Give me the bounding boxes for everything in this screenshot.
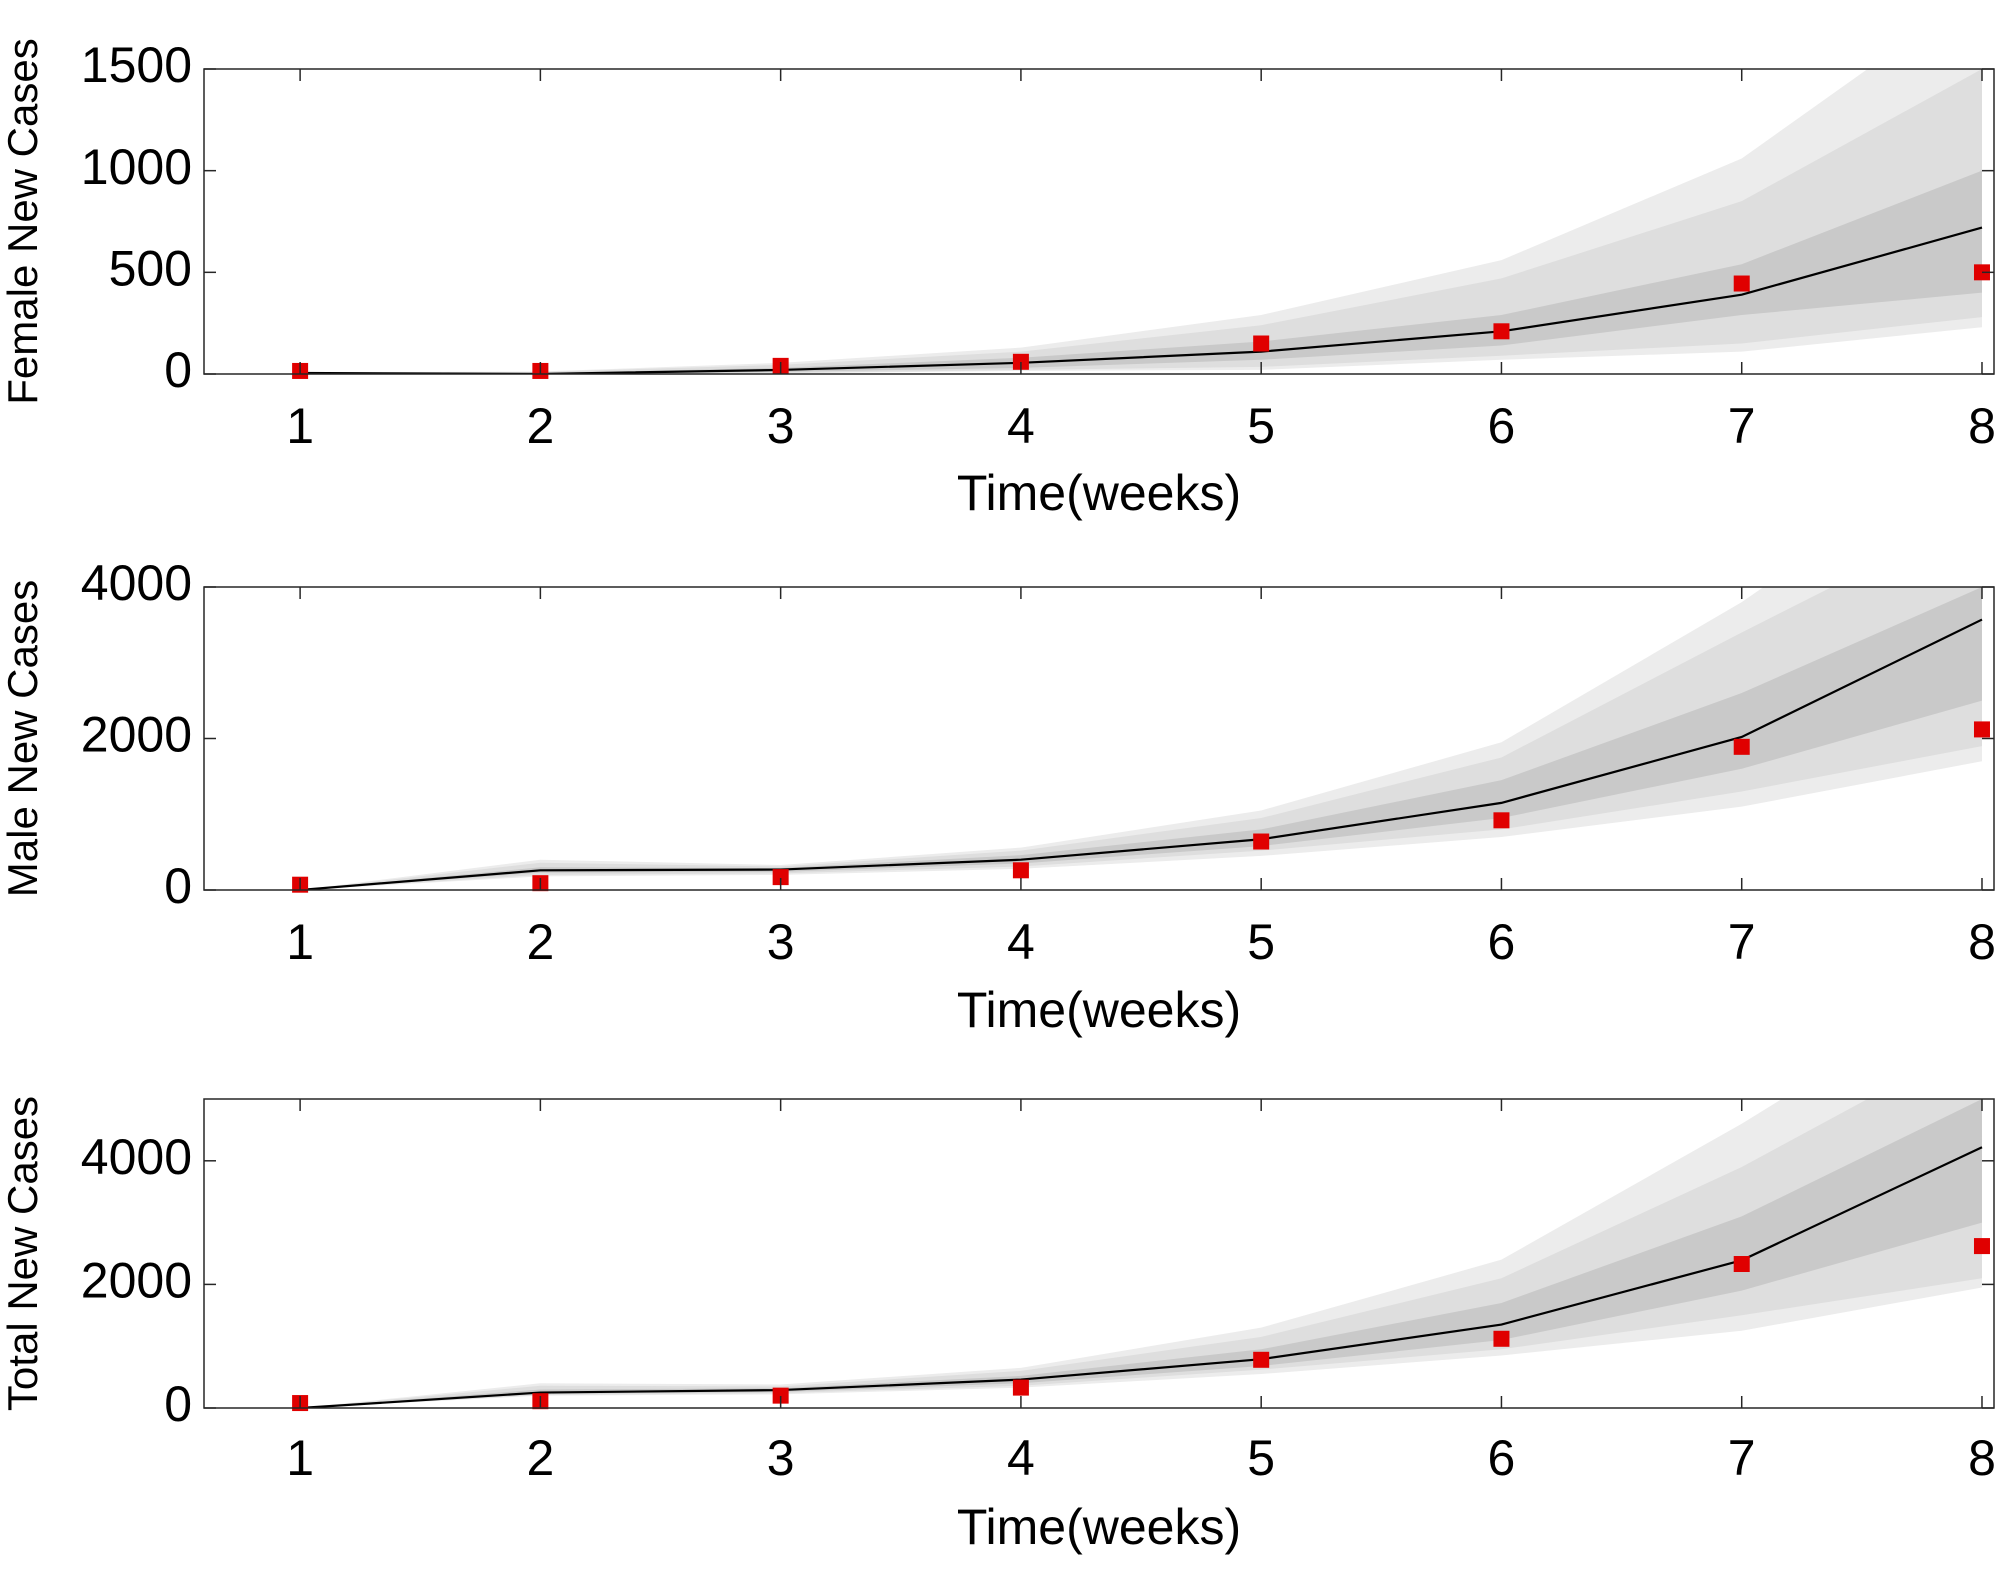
x-tick-label: 3	[767, 914, 795, 970]
x-tick-label: 2	[526, 1430, 554, 1486]
x-tick-label: 4	[1007, 398, 1035, 454]
y-tick-label: 0	[164, 858, 192, 914]
y-tick-label: 4000	[81, 1129, 192, 1185]
observed-point	[772, 869, 789, 886]
axes-box	[203, 68, 1995, 375]
x-axis-label: Time(weeks)	[957, 465, 1241, 521]
y-tick-label: 2000	[81, 1253, 192, 1309]
x-tick-label: 4	[1007, 1430, 1035, 1486]
observed-point	[1493, 1330, 1510, 1347]
x-tick-label: 6	[1488, 914, 1516, 970]
plot-area	[300, 69, 1983, 374]
y-tick-label: 0	[164, 1376, 192, 1432]
axes-box	[203, 1098, 1995, 1409]
y-tick-label: 1500	[81, 37, 192, 93]
x-tick-label: 5	[1247, 398, 1275, 454]
observed-point	[1012, 1379, 1029, 1396]
x-axis-label: Time(weeks)	[957, 982, 1241, 1038]
x-tick-label: 6	[1488, 1430, 1516, 1486]
observed-point	[1253, 833, 1270, 850]
x-tick-label: 4	[1007, 914, 1035, 970]
x-tick-label: 8	[1968, 1430, 1996, 1486]
y-tick-label: 4000	[81, 555, 192, 611]
x-tick-label: 6	[1488, 398, 1516, 454]
plot-area	[300, 1099, 1983, 1408]
x-tick-label: 1	[286, 1430, 314, 1486]
observed-point	[772, 1387, 789, 1404]
observed-point	[1493, 323, 1510, 340]
y-axis-label: Total New Cases	[0, 1096, 46, 1411]
uncertainty-band	[300, 587, 1982, 890]
panel: 1 2 3 4 5 6 7 8 0 2000 4000 Time(weeks) Total New Ca…	[0, 1096, 1996, 1555]
x-tick-label: 1	[286, 914, 314, 970]
y-axis-label: Male New Cases	[0, 580, 46, 897]
observed-point	[1253, 335, 1270, 352]
uncertainty-band	[300, 69, 1982, 374]
x-tick-label: 5	[1247, 1430, 1275, 1486]
y-tick-label: 500	[109, 241, 192, 297]
x-tick-label: 1	[286, 398, 314, 454]
y-tick-label: 1000	[81, 139, 192, 195]
uncertainty-band	[300, 1099, 1982, 1408]
x-tick-label: 5	[1247, 914, 1275, 970]
observed-point	[1493, 812, 1510, 829]
x-tick-label: 2	[526, 398, 554, 454]
y-axis-label: Female New Cases	[0, 38, 46, 404]
observed-point	[1733, 275, 1750, 292]
x-tick-label: 3	[767, 398, 795, 454]
x-tick-label: 3	[767, 1430, 795, 1486]
model-line	[300, 1146, 1983, 1408]
model-line	[300, 618, 1983, 890]
observed-point	[1733, 738, 1750, 755]
panel: 1 2 3 4 5 6 7 8 0 2000 4000 Time(weeks) Male New Cas…	[0, 555, 1996, 1038]
x-tick-label: 7	[1728, 914, 1756, 970]
observed-point	[1733, 1256, 1750, 1273]
x-tick-label: 8	[1968, 914, 1996, 970]
observed-point	[1973, 721, 1990, 738]
uncertainty-band	[300, 1099, 1982, 1408]
uncertainty-band	[300, 587, 1982, 890]
x-tick-label: 8	[1968, 398, 1996, 454]
observed-point	[1973, 264, 1990, 281]
x-tick-label: 2	[526, 914, 554, 970]
x-tick-label: 7	[1728, 1430, 1756, 1486]
plot-area	[300, 587, 1983, 890]
observed-point	[1012, 862, 1029, 879]
y-tick-label: 0	[164, 342, 192, 398]
y-tick-label: 2000	[81, 707, 192, 763]
x-axis-label: Time(weeks)	[957, 1499, 1241, 1555]
observed-point	[1973, 1238, 1990, 1255]
panel: 1 2 3 4 5 6 7 8 0 500 1000 1500 Time(weeks) Female Ne…	[0, 37, 1996, 521]
x-tick-label: 7	[1728, 398, 1756, 454]
observed-point	[1253, 1351, 1270, 1368]
observed-point	[1012, 353, 1029, 370]
